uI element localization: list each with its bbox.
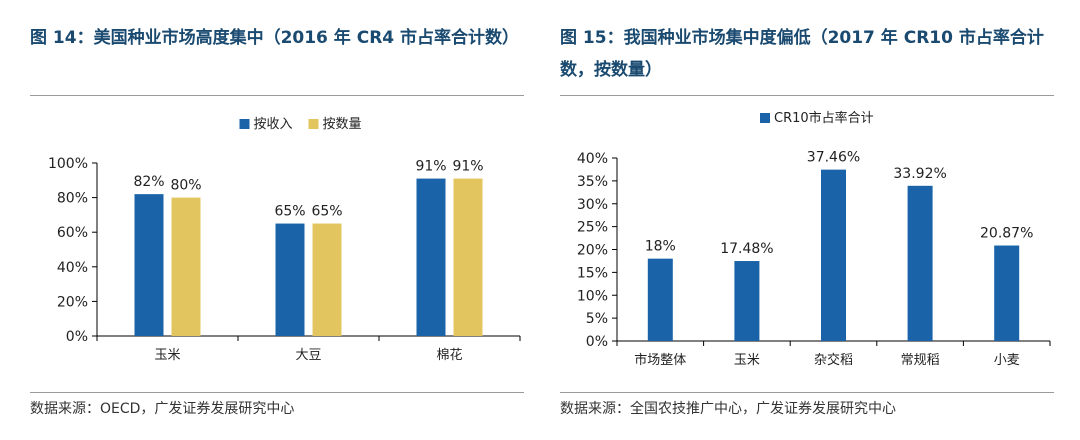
y-tick-label: 0%	[586, 334, 608, 350]
chart-legend: 按收入 按数量	[239, 117, 362, 132]
y-tick-label: 10%	[577, 288, 608, 304]
figure-14-bottom-rule	[30, 392, 524, 393]
data-label: 17.48%	[720, 241, 773, 257]
data-label: 91%	[452, 159, 483, 175]
y-tick-label: 40%	[577, 151, 608, 167]
figure-15-bottom-rule	[560, 392, 1054, 393]
data-label: 65%	[311, 204, 342, 220]
data-label: 18%	[645, 239, 676, 255]
bar	[994, 245, 1020, 341]
bar	[647, 258, 673, 341]
x-category-label: 杂交稻	[814, 352, 853, 368]
y-tick-label: 20%	[577, 243, 608, 259]
bar	[134, 194, 164, 336]
data-label: 91%	[415, 159, 446, 175]
bar	[453, 178, 483, 336]
bar	[416, 178, 446, 336]
y-tick-label: 15%	[577, 265, 608, 281]
figure-14-title: 图 14：美国种业市场高度集中（2016 年 CR4 市占率合计数）	[30, 28, 520, 48]
x-category-label: 常规稻	[901, 353, 940, 368]
data-label: 20.87%	[980, 226, 1033, 242]
data-label: 80%	[170, 178, 201, 194]
legend-swatch	[760, 113, 770, 123]
data-label: 82%	[133, 174, 164, 190]
y-tick-label: 20%	[57, 294, 88, 310]
y-tick-label: 40%	[57, 260, 88, 276]
bar	[312, 223, 342, 336]
legend-swatch	[308, 119, 319, 129]
figure-15-source: 数据来源：全国农技推广中心，广发证券发展研究中心	[560, 401, 896, 417]
y-tick-label: 35%	[577, 174, 608, 190]
legend-label: 按数量	[323, 117, 362, 132]
x-category-label: 玉米	[154, 348, 180, 363]
chart-legend: CR10市占率合计	[760, 110, 874, 126]
figure-15-bar-chart: CR10市占率合计 0% 5% 10% 15% 20% 25% 30% 35% 40% 18% 市场整…	[577, 110, 1051, 368]
x-category-label: 市场整体	[634, 352, 686, 368]
data-label: 37.46%	[807, 150, 860, 166]
bar	[907, 185, 933, 341]
legend-swatch	[239, 119, 250, 129]
bar	[275, 223, 305, 336]
figure-15-title: 图 15：我国种业市场集中度偏低（2017 年 CR10 市占率合计数，按数量）	[560, 28, 1044, 80]
bar	[171, 197, 201, 336]
figure-14-source: 数据来源：OECD，广发证券发展研究中心	[30, 401, 295, 417]
figure-14-bar-chart: 按收入 按数量 0% 20% 40% 60% 80% 100% 82% 80% 玉米 65% 65% 大豆…	[48, 117, 521, 363]
x-category-label: 棉花	[436, 347, 462, 363]
y-tick-label: 0%	[66, 329, 88, 345]
y-tick-label: 5%	[586, 311, 608, 327]
x-category-label: 小麦	[994, 353, 1020, 368]
figure-14-top-rule	[30, 95, 524, 96]
y-tick-label: 100%	[48, 156, 88, 172]
legend-label: CR10市占率合计	[774, 110, 874, 126]
bar	[734, 261, 760, 341]
y-tick-label: 60%	[57, 225, 88, 241]
legend-label: 按收入	[254, 117, 293, 132]
figure-15-top-rule	[560, 95, 1054, 96]
bar	[821, 169, 846, 341]
y-tick-label: 25%	[577, 220, 608, 236]
data-label: 33.92%	[893, 166, 946, 182]
y-tick-label: 80%	[57, 191, 88, 207]
x-category-label: 玉米	[734, 353, 760, 368]
y-tick-label: 30%	[577, 197, 608, 213]
x-category-label: 大豆	[295, 348, 321, 363]
data-label: 65%	[274, 204, 305, 220]
